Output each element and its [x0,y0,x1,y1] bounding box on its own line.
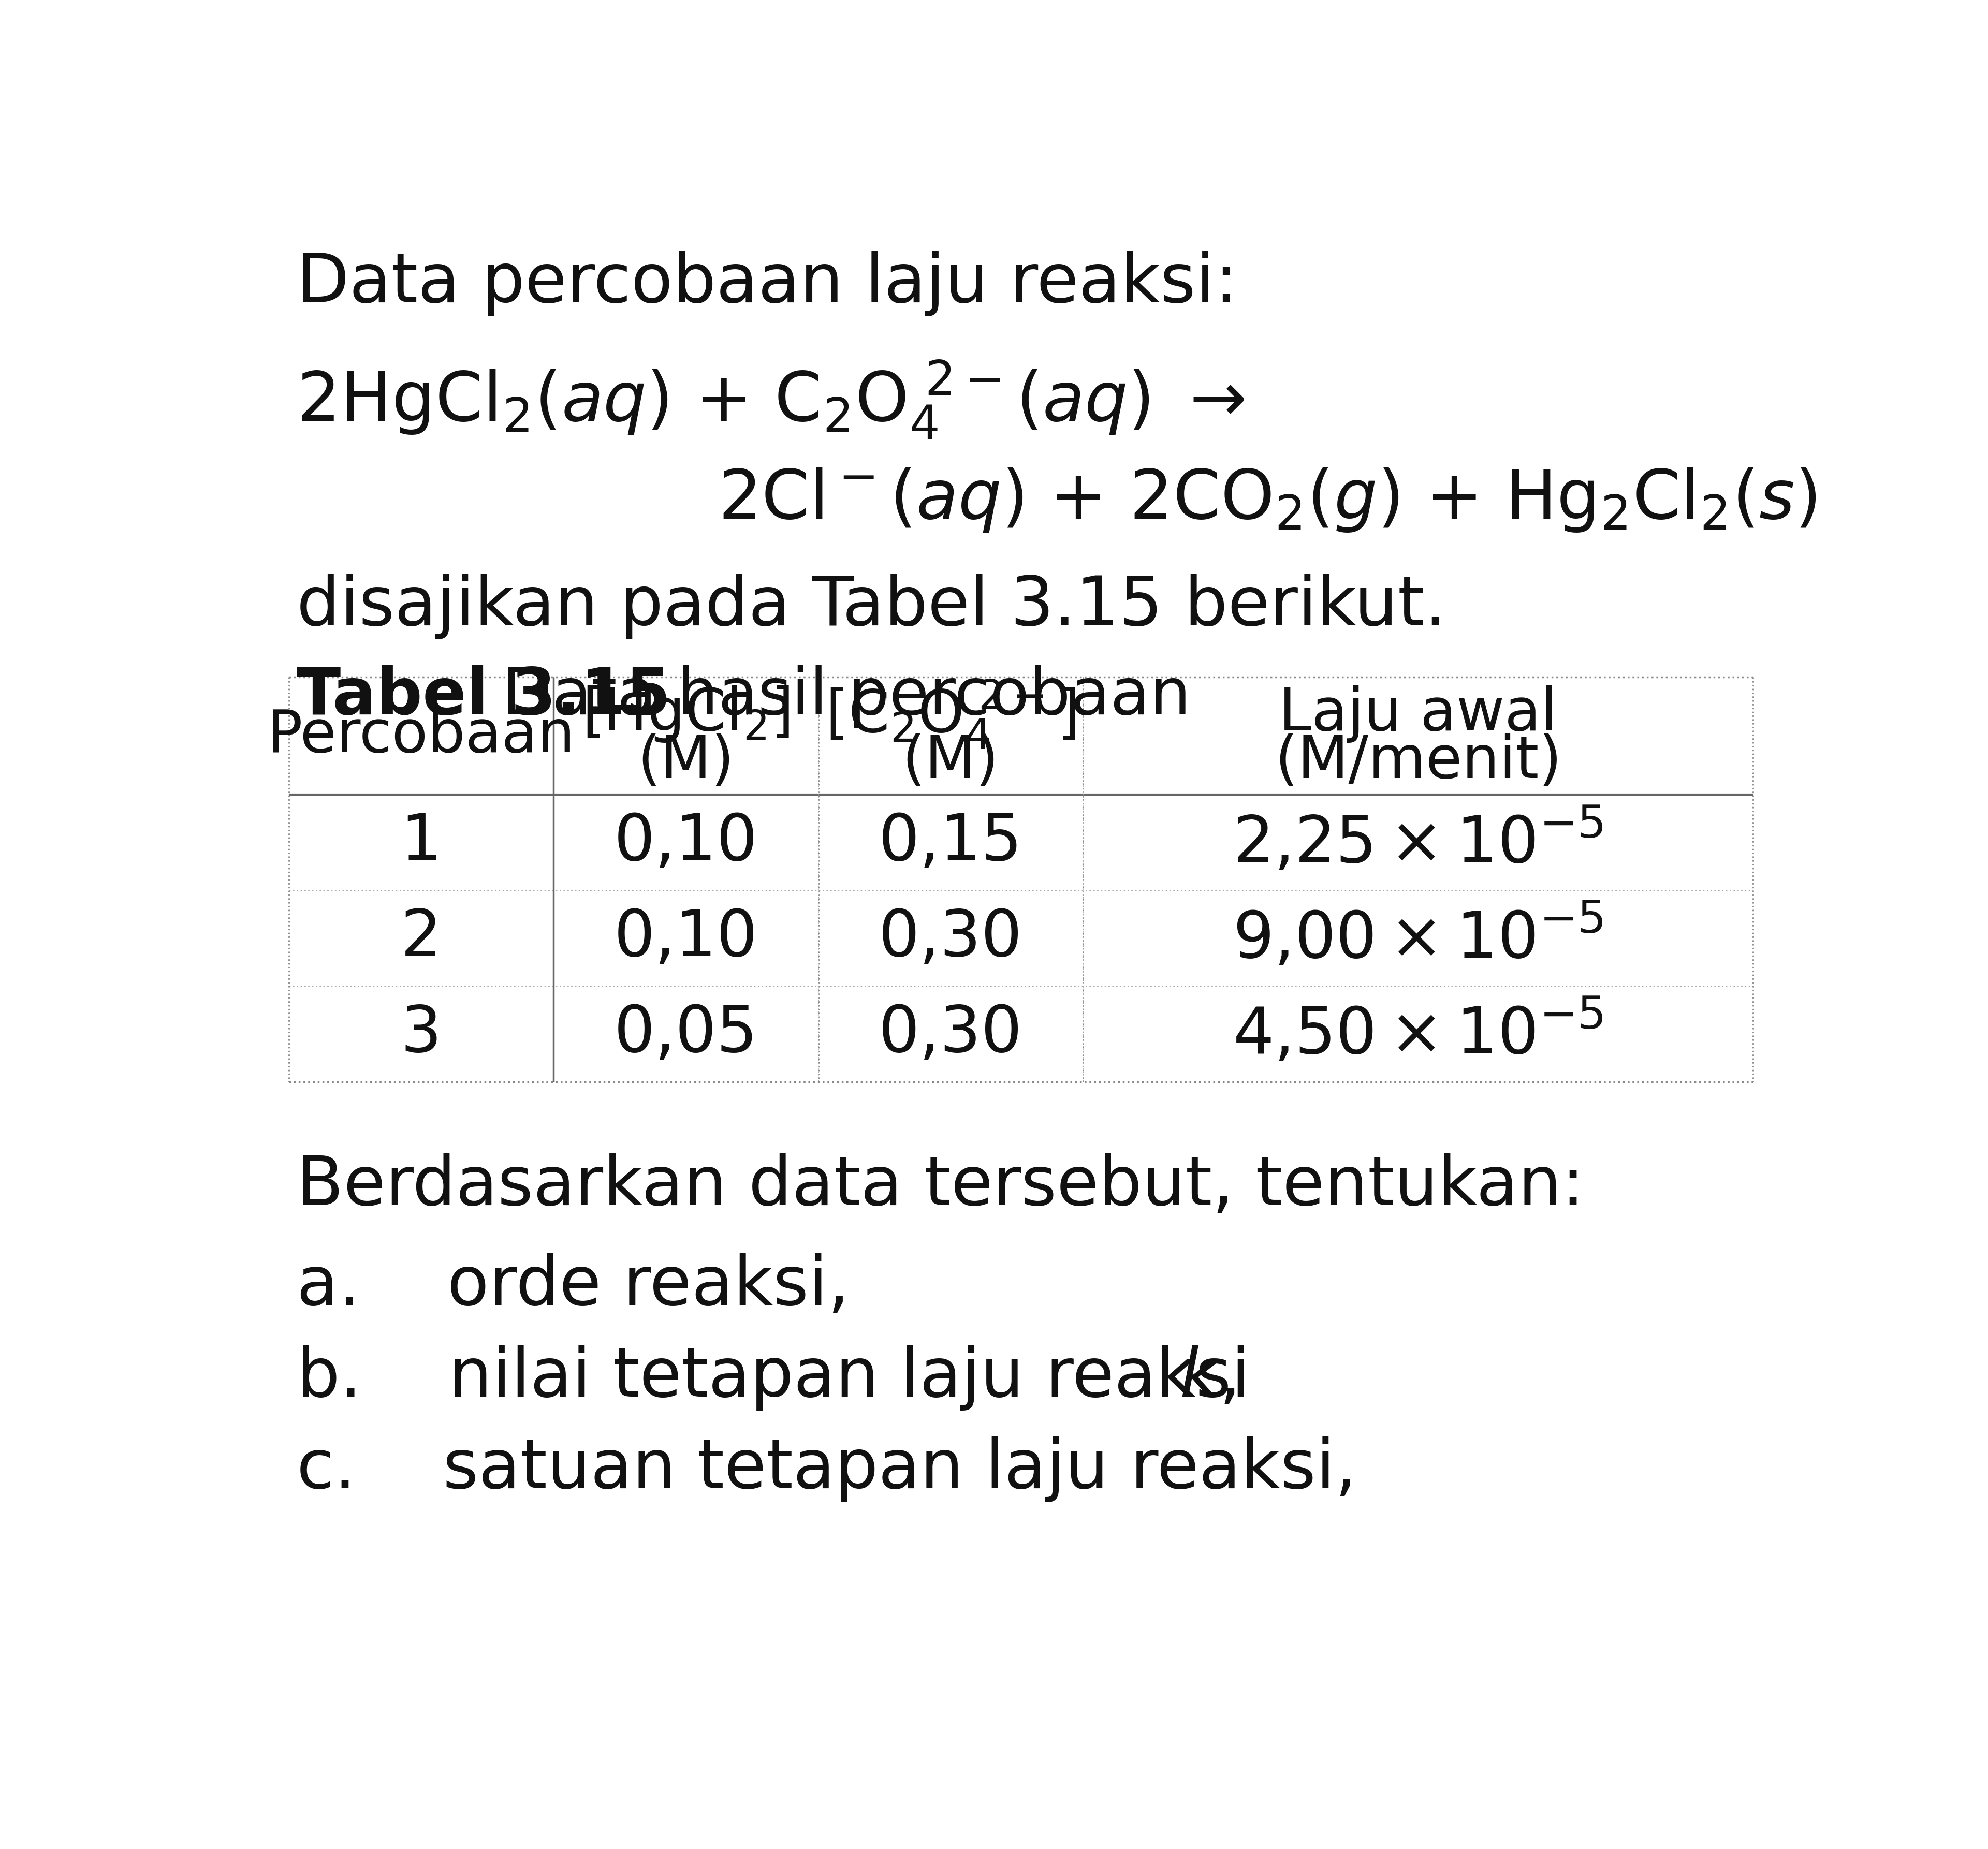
Text: c.    satuan tetapan laju reaksi,: c. satuan tetapan laju reaksi, [296,1437,1356,1501]
Text: 0,10: 0,10 [614,906,757,969]
Text: b.    nilai tetapan laju reaksi: b. nilai tetapan laju reaksi [296,1344,1272,1411]
Text: $\mathsf{[C_2O_4^{\ 2-}]}$: $\mathsf{[C_2O_4^{\ 2-}]}$ [825,679,1076,751]
Text: (M): (M) [903,732,1000,791]
Text: (M): (M) [638,732,734,791]
Text: (M/menit): (M/menit) [1274,732,1563,791]
Text: Laju awal: Laju awal [1278,686,1557,743]
Text: 2: 2 [400,906,441,969]
Text: 0,05: 0,05 [614,1002,757,1065]
Text: disajikan pada Tabel 3.15 berikut.: disajikan pada Tabel 3.15 berikut. [296,573,1447,640]
Text: $9{,}00 \times 10^{-5}$: $9{,}00 \times 10^{-5}$ [1233,904,1602,973]
Text: Percobaan: Percobaan [266,706,575,765]
Text: 0,10: 0,10 [614,812,757,875]
Text: 3: 3 [400,1002,441,1065]
Text: $\mathsf{[HgCl_2]}$: $\mathsf{[HgCl_2]}$ [582,684,789,743]
Text: 1: 1 [400,812,441,875]
Text: Data percobaan laju reaksi:: Data percobaan laju reaksi: [296,251,1239,316]
Text: $k$,: $k$, [1179,1344,1235,1411]
Text: $2{,}25 \times 10^{-5}$: $2{,}25 \times 10^{-5}$ [1233,808,1602,876]
Text: 0,30: 0,30 [879,1002,1022,1065]
Text: $\mathsf{2HgCl_2}$($\mathit{aq}$) $\mathsf{+\ C_2O_4^{\ 2-}}$($\mathit{aq}$) $\r: $\mathsf{2HgCl_2}$($\mathit{aq}$) $\math… [296,359,1244,440]
Text: $\mathsf{2Cl^-}$($\mathit{aq}$) $\mathsf{+\ 2CO_2}$($\mathit{g}$) $\mathsf{+\ Hg: $\mathsf{2Cl^-}$($\mathit{aq}$) $\mathsf… [718,466,1817,534]
Text: a.    orde reaksi,: a. orde reaksi, [296,1254,849,1318]
Text: Tabel 3.15: Tabel 3.15 [296,666,670,729]
Text: Data hasil percobaan: Data hasil percobaan [481,666,1191,729]
Text: 0,30: 0,30 [879,906,1022,969]
Text: $4{,}50 \times 10^{-5}$: $4{,}50 \times 10^{-5}$ [1233,1000,1602,1067]
Text: 0,15: 0,15 [879,812,1022,875]
Text: Berdasarkan data tersebut, tentukan:: Berdasarkan data tersebut, tentukan: [296,1154,1584,1218]
